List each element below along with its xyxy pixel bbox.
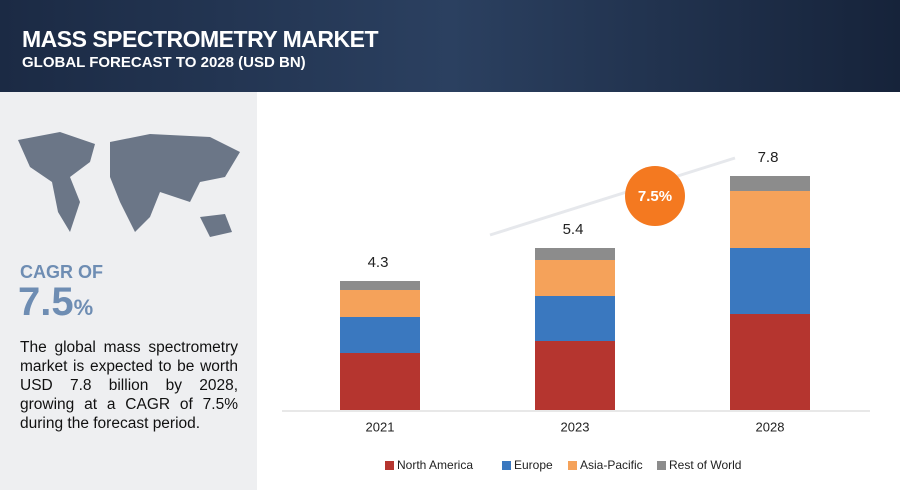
legend-swatch	[657, 461, 666, 470]
title: MASS SPECTROMETRY MARKET	[22, 26, 379, 52]
world-map	[18, 132, 240, 237]
bar-segment	[340, 317, 420, 353]
bar-segment	[340, 353, 420, 410]
trend-arrow	[489, 156, 736, 237]
total-label: 5.4	[563, 221, 584, 238]
legend-swatch	[568, 461, 577, 470]
total-label: 7.8	[758, 149, 779, 166]
cagr-badge-label: 7.5%	[638, 188, 672, 205]
legend-label: Rest of World	[669, 458, 741, 472]
bar-segment	[340, 290, 420, 317]
bar-segment	[535, 248, 615, 260]
bar-segment	[535, 296, 615, 341]
cagr-unit: %	[73, 295, 94, 320]
cagr-badge	[625, 166, 685, 226]
total-label: 4.3	[368, 254, 389, 271]
x-tick-label: 2021	[366, 419, 395, 434]
bar-segment	[730, 191, 810, 248]
cagr-number: 7.5	[18, 280, 74, 324]
cagr-label: CAGR OF	[20, 262, 103, 282]
bar-segment	[535, 341, 615, 410]
header: MASS SPECTROMETRY MARKET GLOBAL FORECAST…	[0, 0, 900, 92]
bar-segment	[340, 281, 420, 290]
legend-swatch	[502, 461, 511, 470]
bar-segment	[730, 248, 810, 314]
legend-label: Europe	[514, 458, 553, 472]
bar-segment	[730, 314, 810, 410]
x-tick-label: 2028	[756, 419, 785, 434]
bar-segment	[730, 176, 810, 191]
legend-label: Asia-Pacific	[580, 458, 643, 472]
x-tick-label: 2023	[561, 419, 590, 434]
bar-segment	[535, 260, 615, 296]
side-panel: CAGR OF 7.5% The global mass spectrometr…	[0, 92, 257, 490]
cagr-value: 7.5%	[18, 280, 93, 325]
subtitle: GLOBAL FORECAST TO 2028 (USD BN)	[22, 54, 306, 71]
legend-label: North America	[397, 458, 473, 472]
legend-swatch	[385, 461, 394, 470]
description: The global mass spectrometry market is e…	[20, 339, 238, 432]
